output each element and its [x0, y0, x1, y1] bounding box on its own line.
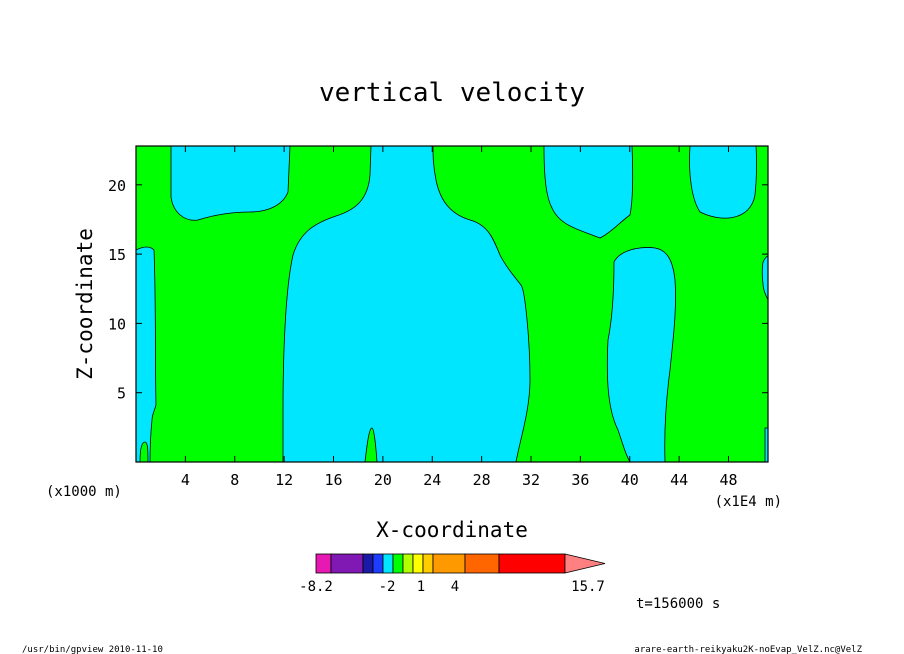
x-unit-left: (x1000 m) [46, 484, 122, 500]
footer-right: arare-earth-reikyaku2K-noEvap_VelZ.nc@Ve… [634, 645, 862, 654]
x-tick-label: 48 [719, 471, 737, 489]
y-axis-label: Z-coordinate [73, 228, 97, 380]
colorbar-swatch [402, 553, 414, 574]
y-tick-label: 5 [117, 385, 126, 403]
negative-region-4 [689, 145, 758, 219]
x-tick-label: 8 [230, 471, 239, 489]
colorbar: -8.2 -2 1 4 15.7 [299, 553, 606, 595]
y-tick-label: 20 [108, 177, 126, 195]
x-tick-label: 40 [621, 471, 639, 489]
colorbar-swatch [432, 553, 466, 574]
x-tick-label: 12 [275, 471, 293, 489]
x-tick-label: 4 [181, 471, 190, 489]
x-tick-label: 16 [324, 471, 342, 489]
plot-frame [135, 145, 769, 463]
x-tick-label: 44 [670, 471, 688, 489]
x-tick-label: 32 [522, 471, 540, 489]
colorbar-label: -8.2 [299, 579, 333, 595]
x-tick-label: 36 [571, 471, 589, 489]
y-tick-label: 10 [108, 315, 126, 333]
colorbar-extension [564, 553, 606, 574]
negative-region-6 [135, 246, 157, 463]
colorbar-swatch [412, 553, 424, 574]
colorbar-swatch [422, 553, 434, 574]
x-tick-label: 28 [473, 471, 491, 489]
x-unit-right: (x1E4 m) [715, 494, 782, 510]
positive-region-small [139, 441, 149, 463]
colorbar-label: 4 [451, 579, 459, 595]
footer-left: /usr/bin/gpview 2010-11-10 [22, 645, 163, 654]
time-label: t=156000 s [636, 596, 720, 612]
colorbar-swatch [498, 553, 566, 574]
negative-regions [135, 145, 769, 463]
colorbar-swatch [372, 553, 384, 574]
negative-region-1 [170, 145, 291, 221]
colorbar-swatch [382, 553, 394, 574]
negative-region-7 [761, 255, 769, 301]
colorbar-label: -2 [379, 579, 396, 595]
colorbar-swatch [464, 553, 500, 574]
chart-title: vertical velocity [319, 78, 585, 108]
colorbar-label: 15.7 [571, 579, 605, 595]
x-tick-label: 20 [374, 471, 392, 489]
colorbar-swatch [330, 553, 364, 574]
colorbar-swatch [315, 553, 332, 574]
negative-region-5 [606, 247, 676, 463]
x-axis-label: X-coordinate [376, 518, 528, 542]
y-tick-label: 15 [108, 246, 126, 264]
negative-region-2 [282, 145, 531, 463]
colorbar-swatch [392, 553, 404, 574]
colorbar-swatch [362, 553, 374, 574]
colorbar-label: 1 [417, 579, 425, 595]
negative-region-3 [543, 145, 633, 239]
x-tick-label: 24 [423, 471, 441, 489]
